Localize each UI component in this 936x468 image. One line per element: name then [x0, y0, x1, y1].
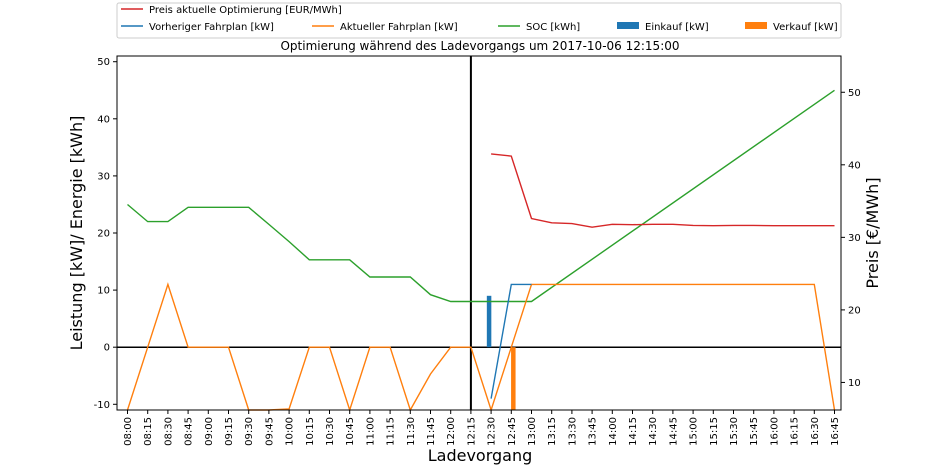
legend-frame: [116, 2, 842, 39]
x-tick-label: 09:15: [224, 417, 235, 446]
x-axis-label: Ladevorgang: [428, 446, 533, 465]
series-line-cur: [126, 282, 836, 413]
x-tick-label: 13:00: [527, 417, 538, 446]
x-tick-label: 15:00: [689, 417, 700, 446]
y2-tick-label: 20: [848, 305, 861, 316]
x-tick-label: 13:30: [567, 417, 578, 446]
x-tick-label: 12:45: [507, 417, 518, 446]
legend-label-soc: SOC [kWh]: [526, 22, 580, 33]
legend-label-sell: Verkauf [kW]: [773, 22, 838, 33]
y2-tick-label: 30: [848, 233, 861, 244]
x-tick-label: 10:15: [305, 417, 316, 446]
legend-swatch-sell: [745, 22, 767, 29]
x-tick-label: 09:00: [204, 417, 215, 446]
chart-title: Optimierung während des Ladevorgangs um …: [280, 39, 679, 53]
series-line-soc: [127, 89, 835, 303]
x-tick-label: 11:00: [365, 417, 376, 446]
x-tick-label: 09:45: [264, 417, 275, 446]
x-tick-label: 15:30: [729, 417, 740, 446]
y2-tick-label: 40: [848, 160, 861, 171]
y-tick-label: 10: [97, 286, 110, 297]
x-tick-label: 15:45: [749, 417, 760, 446]
y2-tick-label: 10: [848, 378, 861, 389]
y2-tick-label: 50: [848, 88, 861, 99]
y2-axis-label: Preis [€/MWh]: [863, 177, 882, 288]
x-tick-label: 08:30: [163, 417, 174, 446]
x-tick-label: 08:45: [184, 417, 195, 446]
x-tick-label: 15:15: [709, 417, 720, 446]
x-tick-label: 08:15: [143, 417, 154, 446]
x-tick-label: 16:45: [830, 417, 841, 446]
x-tick-label: 10:30: [325, 417, 336, 446]
x-tick-label: 09:30: [244, 417, 255, 446]
x-tick-label: 12:30: [487, 417, 498, 446]
x-tick-label: 10:45: [345, 417, 356, 446]
x-tick-label: 14:15: [628, 417, 639, 446]
legend-swatch-buy: [617, 22, 639, 29]
plot-frame: [116, 55, 842, 411]
bar-buy: [486, 295, 492, 348]
x-tick-label: 16:15: [790, 417, 801, 446]
x-tick-label: 11:15: [386, 417, 397, 446]
y-tick-label: -10: [94, 400, 110, 411]
x-tick-label: 11:45: [426, 417, 437, 446]
legend-label-buy: Einkauf [kW]: [645, 22, 709, 33]
y-tick-label: 0: [104, 343, 110, 354]
legend-label-prev: Vorheriger Fahrplan [kW]: [149, 22, 274, 33]
legend-label-price: Preis aktuelle Optimierung [EUR/MWh]: [149, 5, 342, 16]
x-tick-label: 11:30: [406, 417, 417, 446]
plot-area: [117, 56, 841, 413]
y-axis-label: Leistung [kW]/ Energie [kWh]: [67, 116, 86, 351]
series-line-prev: [490, 283, 532, 399]
x-tick-label: 14:45: [668, 417, 679, 446]
x-tick-label: 08:00: [123, 417, 134, 446]
axes: 08:00 08:15 08:30 08:45 09:00 09:15 09:30 09:45…: [94, 57, 861, 446]
x-tick-label: 14:30: [648, 417, 659, 446]
y-tick-label: 30: [97, 171, 110, 182]
x-tick-label: 13:45: [588, 417, 599, 446]
x-tick-label: 16:00: [769, 417, 780, 446]
x-tick-label: 16:30: [810, 417, 821, 446]
x-tick-label: 13:15: [547, 417, 558, 446]
y-tick-label: 40: [97, 114, 110, 125]
x-tick-label: 14:00: [608, 417, 619, 446]
legend-label-cur: Aktueller Fahrplan [kW]: [340, 22, 458, 33]
y-tick-label: 20: [97, 229, 110, 240]
series-line-price: [491, 153, 835, 228]
bar-sell: [511, 347, 516, 410]
x-tick-label: 12:00: [446, 417, 457, 446]
y-tick-label: 50: [97, 57, 110, 68]
legend: Preis aktuelle Optimierung [EUR/MWh] Vorh…: [116, 2, 842, 39]
x-tick-label: 12:15: [466, 417, 477, 446]
x-tick-label: 10:00: [285, 417, 296, 446]
